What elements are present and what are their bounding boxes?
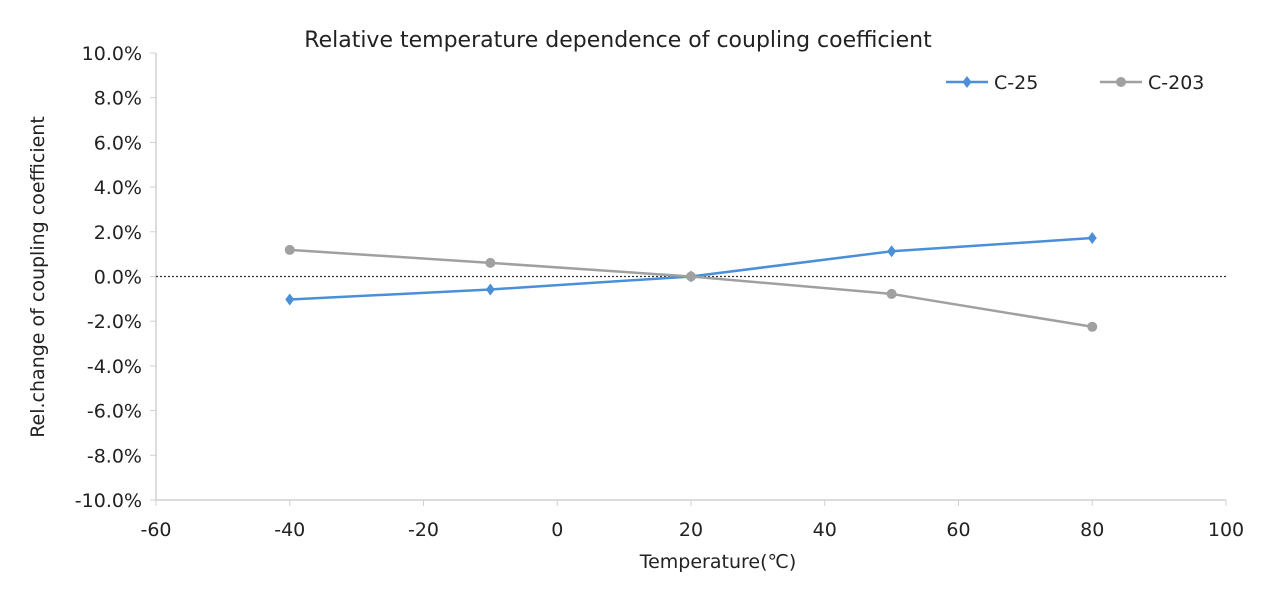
data-point bbox=[485, 283, 495, 296]
y-tick-label: 2.0% bbox=[94, 222, 142, 244]
data-point bbox=[485, 257, 496, 268]
series-c-203 bbox=[284, 244, 1098, 332]
y-tick-label: -6.0% bbox=[87, 401, 142, 423]
y-tick-label: 4.0% bbox=[94, 177, 142, 199]
x-tick-label: 40 bbox=[813, 519, 837, 541]
legend-marker bbox=[962, 76, 972, 88]
x-tick-label: 80 bbox=[1080, 519, 1104, 541]
data-point bbox=[285, 293, 295, 306]
legend-label: C-25 bbox=[994, 72, 1038, 94]
y-tick-label: -8.0% bbox=[87, 445, 142, 467]
legend-item-c-203: C-203 bbox=[1100, 72, 1204, 94]
chart-title: Relative temperature dependence of coupl… bbox=[304, 28, 932, 53]
data-point bbox=[284, 244, 295, 255]
series-c-25 bbox=[285, 232, 1097, 306]
y-tick-label: -2.0% bbox=[87, 311, 142, 333]
y-axis-label: Rel.change of coupling coefficient bbox=[27, 116, 49, 438]
data-point bbox=[1087, 321, 1098, 332]
x-tick-label: 20 bbox=[679, 519, 703, 541]
x-tick-label: -20 bbox=[408, 519, 439, 541]
x-tick-label: 100 bbox=[1208, 519, 1244, 541]
y-tick-label: -4.0% bbox=[87, 356, 142, 378]
legend-item-c-25: C-25 bbox=[946, 72, 1038, 94]
data-point bbox=[1087, 232, 1097, 245]
series-line bbox=[289, 248, 1093, 329]
y-tick-label: 8.0% bbox=[94, 88, 142, 110]
y-tick-label: 10.0% bbox=[82, 43, 142, 65]
y-tick-label: 0.0% bbox=[94, 267, 142, 289]
y-tick-label: 6.0% bbox=[94, 132, 142, 154]
legend-label: C-203 bbox=[1148, 72, 1204, 94]
x-tick-label: -60 bbox=[140, 519, 171, 541]
data-point bbox=[886, 288, 897, 299]
x-tick-label: 0 bbox=[551, 519, 563, 541]
x-axis-label: Temperature(℃) bbox=[639, 551, 797, 573]
y-tick-label: -10.0% bbox=[75, 490, 142, 512]
data-point bbox=[887, 245, 897, 258]
series-line bbox=[289, 236, 1093, 301]
data-point bbox=[686, 271, 696, 282]
x-tick-label: -40 bbox=[274, 519, 305, 541]
legend-marker bbox=[1116, 77, 1126, 87]
x-tick-label: 60 bbox=[946, 519, 970, 541]
